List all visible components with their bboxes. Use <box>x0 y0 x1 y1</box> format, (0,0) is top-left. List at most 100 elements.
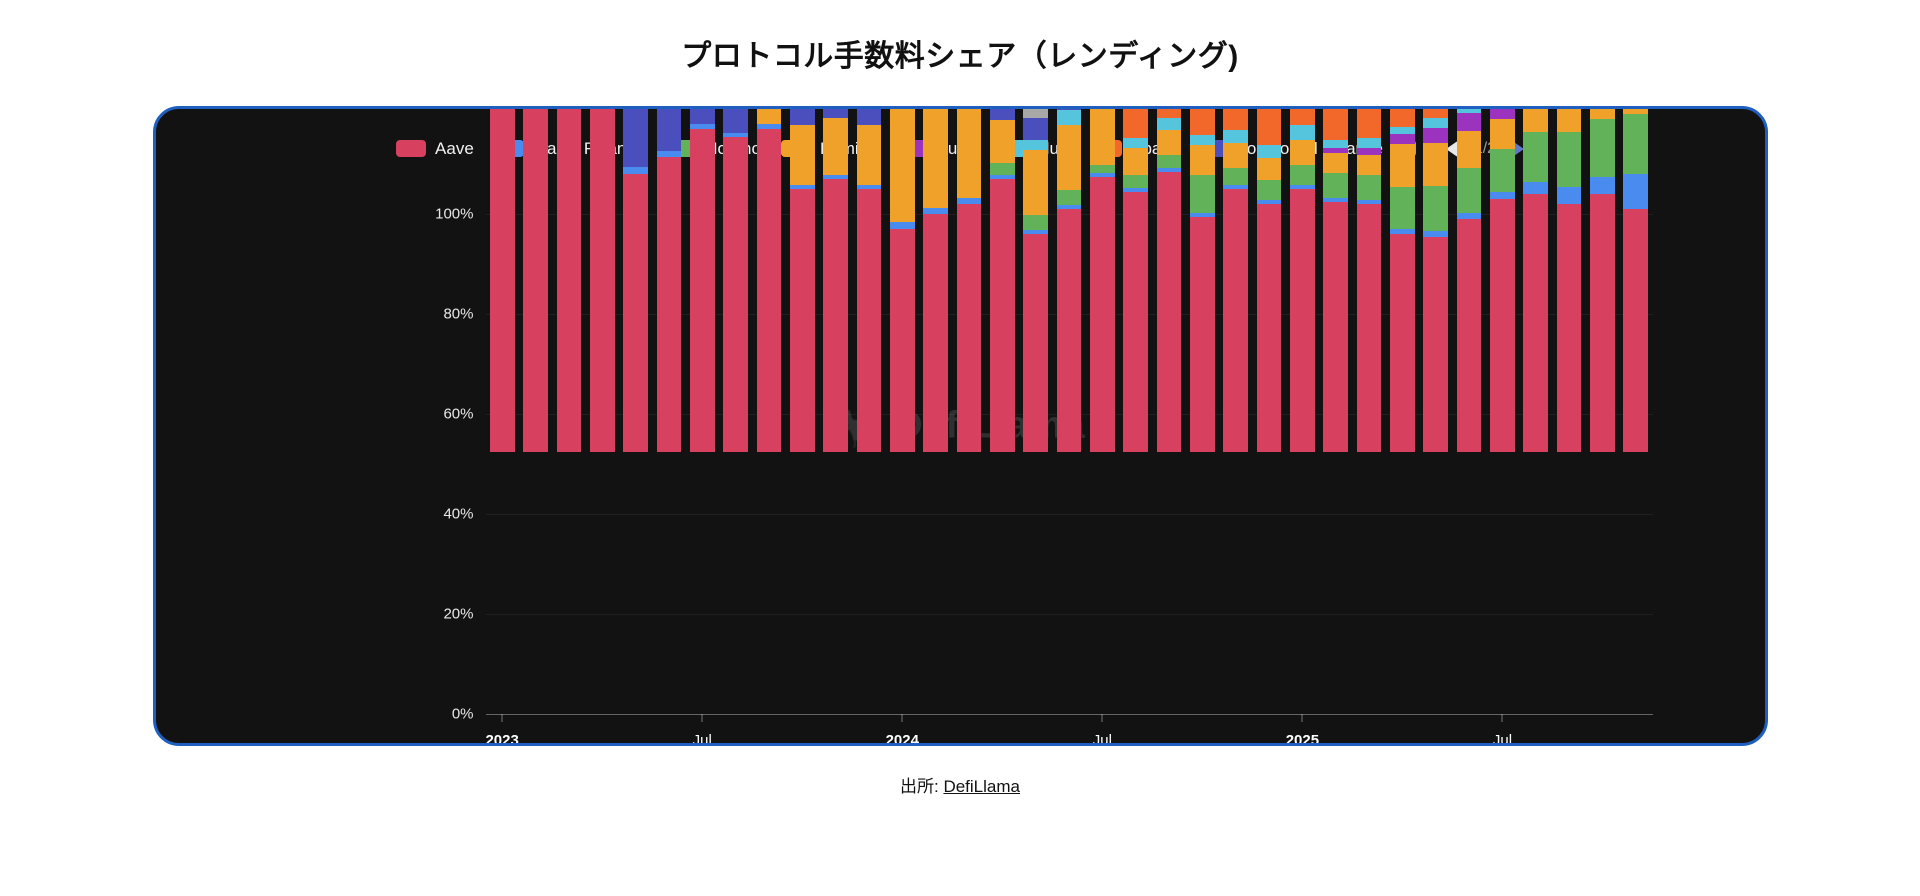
bar-column[interactable] <box>1023 108 1048 452</box>
bar-column[interactable] <box>689 108 715 452</box>
bar-column[interactable] <box>1190 108 1215 452</box>
bar-segment <box>823 108 848 118</box>
bar-segment <box>789 185 815 189</box>
bar-column[interactable] <box>1523 108 1549 452</box>
source-note: 出所: DefiLlama <box>900 772 1020 797</box>
bar-segment <box>523 108 548 452</box>
bar-column[interactable] <box>489 108 515 452</box>
bar-segment <box>1490 119 1515 149</box>
legend-item-label: Aave <box>435 138 474 158</box>
bar-segment <box>1223 142 1249 168</box>
bar-segment <box>1156 171 1182 452</box>
bar-segment <box>1223 185 1249 189</box>
bar-segment <box>823 117 848 175</box>
bar-column[interactable] <box>956 108 982 452</box>
x-axis-tick <box>701 713 703 722</box>
bar-column[interactable] <box>1423 108 1449 452</box>
bar-segment <box>789 108 815 125</box>
bar-column[interactable] <box>1390 108 1415 452</box>
bar-column[interactable] <box>589 108 615 452</box>
bar-segment <box>989 108 1015 120</box>
bar-segment <box>1256 204 1282 452</box>
bar-segment <box>889 221 915 229</box>
bar-column[interactable] <box>723 108 748 452</box>
bar-segment <box>1590 194 1615 452</box>
bar-column[interactable] <box>789 108 815 452</box>
bar-column[interactable] <box>1323 108 1349 452</box>
bar-segment <box>1490 199 1515 452</box>
x-axis-label: 2023 <box>485 731 519 746</box>
bar-segment <box>556 108 582 109</box>
page-title: プロトコル手数料シェア（レンディング) <box>681 40 1239 73</box>
bar-segment <box>1356 155 1382 175</box>
bar-segment <box>1390 108 1415 127</box>
plot-area: 🦙 DefiLlama 0%20%40%60%80%100%2023Jul202… <box>156 108 1765 746</box>
bar-segment <box>1190 212 1215 217</box>
bar-segment <box>1256 157 1282 180</box>
bar-segment <box>1023 108 1048 118</box>
bar-segment <box>1456 168 1482 213</box>
legend-swatch-icon <box>396 140 427 157</box>
bar-column[interactable] <box>1556 108 1582 452</box>
bar-column[interactable] <box>1456 108 1482 452</box>
bar-column[interactable] <box>989 108 1015 452</box>
bar-segment <box>1223 130 1249 143</box>
bar-column[interactable] <box>756 108 782 452</box>
bar-column[interactable] <box>823 108 848 452</box>
bar-segment <box>1323 140 1349 148</box>
bar-segment <box>923 208 948 214</box>
x-axis-tick <box>901 713 903 722</box>
bar-segment <box>1290 140 1315 165</box>
bar-segment <box>1356 175 1382 200</box>
bar-segment <box>1623 209 1649 452</box>
bar-segment <box>956 198 982 204</box>
bar-segment <box>1556 131 1582 187</box>
bar-segment <box>1156 117 1182 130</box>
bar-column[interactable] <box>523 108 548 452</box>
bar-column[interactable] <box>1623 108 1649 452</box>
bar-segment <box>589 108 615 452</box>
y-axis-label: 100% <box>435 205 474 222</box>
bar-segment <box>1123 187 1149 192</box>
bar-column[interactable] <box>1090 108 1115 452</box>
bar-column[interactable] <box>1256 108 1282 452</box>
bar-segment <box>1456 130 1482 168</box>
bar-column[interactable] <box>1490 108 1515 452</box>
triangle-left-icon[interactable] <box>1445 139 1459 158</box>
bar-column[interactable] <box>1356 108 1382 452</box>
bar-segment <box>1023 150 1048 215</box>
bar-segment <box>789 125 815 185</box>
bar-segment <box>1390 229 1415 234</box>
bar-segment <box>756 124 782 129</box>
bar-column[interactable] <box>1056 108 1082 452</box>
bar-column[interactable] <box>889 108 915 452</box>
bar-segment <box>1356 147 1382 155</box>
bar-column[interactable] <box>923 108 948 452</box>
bar-segment <box>1456 219 1482 452</box>
bar-segment <box>1390 234 1415 452</box>
bar-column[interactable] <box>556 108 582 452</box>
bar-segment <box>1190 135 1215 145</box>
bar-column[interactable] <box>1156 108 1182 452</box>
bar-segment <box>1423 108 1449 118</box>
bar-segment <box>1123 137 1149 148</box>
bar-column[interactable] <box>656 108 682 452</box>
bar-column[interactable] <box>1223 108 1249 452</box>
bar-segment <box>1056 205 1082 209</box>
legend-item-aave[interactable]: Aave <box>396 139 474 159</box>
bar-segment <box>1490 149 1515 192</box>
bar-segment <box>1256 108 1282 145</box>
bar-column[interactable] <box>1290 108 1315 452</box>
bar-column[interactable] <box>1123 108 1149 452</box>
bar-column[interactable] <box>856 108 882 452</box>
bar-segment <box>556 109 582 452</box>
source-link[interactable]: DefiLlama <box>943 776 1020 796</box>
bar-segment <box>689 129 715 452</box>
bar-column[interactable] <box>623 108 648 452</box>
bar-segment <box>856 108 882 125</box>
bar-segment <box>1290 185 1315 189</box>
bar-segment <box>1256 180 1282 200</box>
bar-column[interactable] <box>1590 108 1615 452</box>
